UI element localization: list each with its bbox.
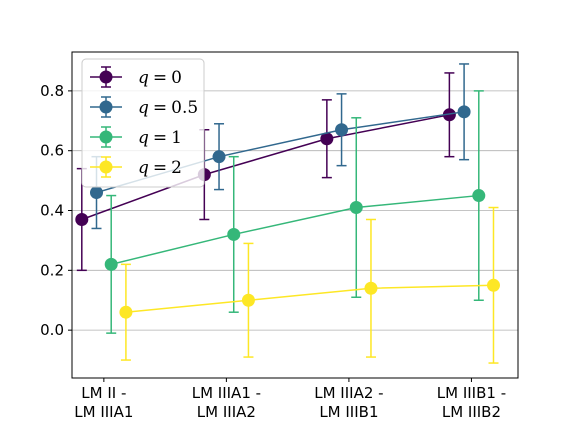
legend-item: q = 0.5 [90, 96, 198, 118]
legend-marker [99, 160, 113, 174]
data-point [442, 108, 456, 122]
series-layer [75, 63, 500, 364]
x-tick-label-line: LM IIIA2 - [314, 384, 383, 402]
legend-marker [99, 70, 113, 84]
data-point [486, 278, 500, 292]
y-tick-label: 0.8 [40, 82, 64, 100]
data-point [227, 227, 241, 241]
y-tick-label: 0.4 [40, 202, 64, 220]
series-2 [104, 90, 486, 334]
data-point [320, 132, 334, 146]
x-tick-label: LM IIIA2 -LM IIIB1 [314, 384, 383, 421]
series-3 [119, 206, 500, 364]
legend-marker [99, 130, 113, 144]
y-axis: 0.0 0.2 0.4 0.6 0.8 [40, 82, 72, 339]
data-point [104, 257, 118, 271]
data-point [119, 305, 133, 319]
legend-label-value: 2 [171, 158, 182, 178]
x-tick-label-line: LM IIIB1 [319, 403, 378, 421]
y-tick-label: 0.0 [40, 321, 64, 339]
x-tick-label-line: LM IIIB2 [442, 403, 501, 421]
legend-label-op: = [153, 158, 167, 178]
legend-label-value: 0.5 [171, 98, 198, 118]
data-point [335, 123, 349, 137]
data-point [90, 186, 104, 200]
x-tick-label-line: LM IIIA2 [197, 403, 256, 421]
legend-label-var: q [138, 68, 149, 88]
x-tick-label-line: LM IIIB1 - [437, 384, 506, 402]
data-point [457, 105, 471, 119]
legend-label-op: = [153, 98, 167, 118]
x-tick-label-line: LM IIIA1 [74, 403, 133, 421]
legend-label-var: q [138, 98, 149, 118]
legend-label-value: 1 [171, 128, 182, 148]
series-line [125, 284, 494, 313]
legend-label-op: = [153, 68, 167, 88]
data-point [212, 150, 226, 164]
series-line [111, 194, 479, 266]
legend-item: q = 1 [90, 126, 182, 148]
legend-label: q = 0 [138, 68, 182, 88]
legend-label: q = 2 [138, 158, 182, 178]
legend-item: q = 0 [90, 66, 182, 88]
x-tick-label: LM IIIB1 -LM IIIB2 [437, 384, 506, 421]
plot-frame [71, 51, 519, 379]
x-tick-label-line: LM IIIA1 - [192, 384, 261, 402]
data-point [472, 189, 486, 203]
legend-label-op: = [153, 128, 167, 148]
data-point [364, 281, 378, 295]
x-tick-label: LM II -LM IIIA1 [74, 384, 133, 421]
x-tick-label: LM IIIA1 -LM IIIA2 [192, 384, 261, 421]
y-tick-label: 0.2 [40, 261, 64, 279]
legend-label-value: 0 [171, 68, 182, 88]
data-point [349, 201, 363, 215]
data-point [241, 293, 255, 307]
series-0 [75, 72, 456, 272]
series-line [81, 114, 450, 221]
data-point [75, 212, 89, 226]
legend-label: q = 0.5 [138, 98, 198, 118]
legend: q = 0q = 0.5q = 1q = 2 [81, 58, 205, 188]
legend-label-var: q [138, 128, 149, 148]
legend-item: q = 2 [90, 156, 182, 178]
legend-label-var: q [138, 158, 149, 178]
x-tick-label-line: LM II - [81, 384, 126, 402]
y-tick-label: 0.6 [40, 142, 64, 160]
legend-box [81, 58, 205, 188]
legend-label: q = 1 [138, 128, 182, 148]
legend-marker [99, 100, 113, 114]
